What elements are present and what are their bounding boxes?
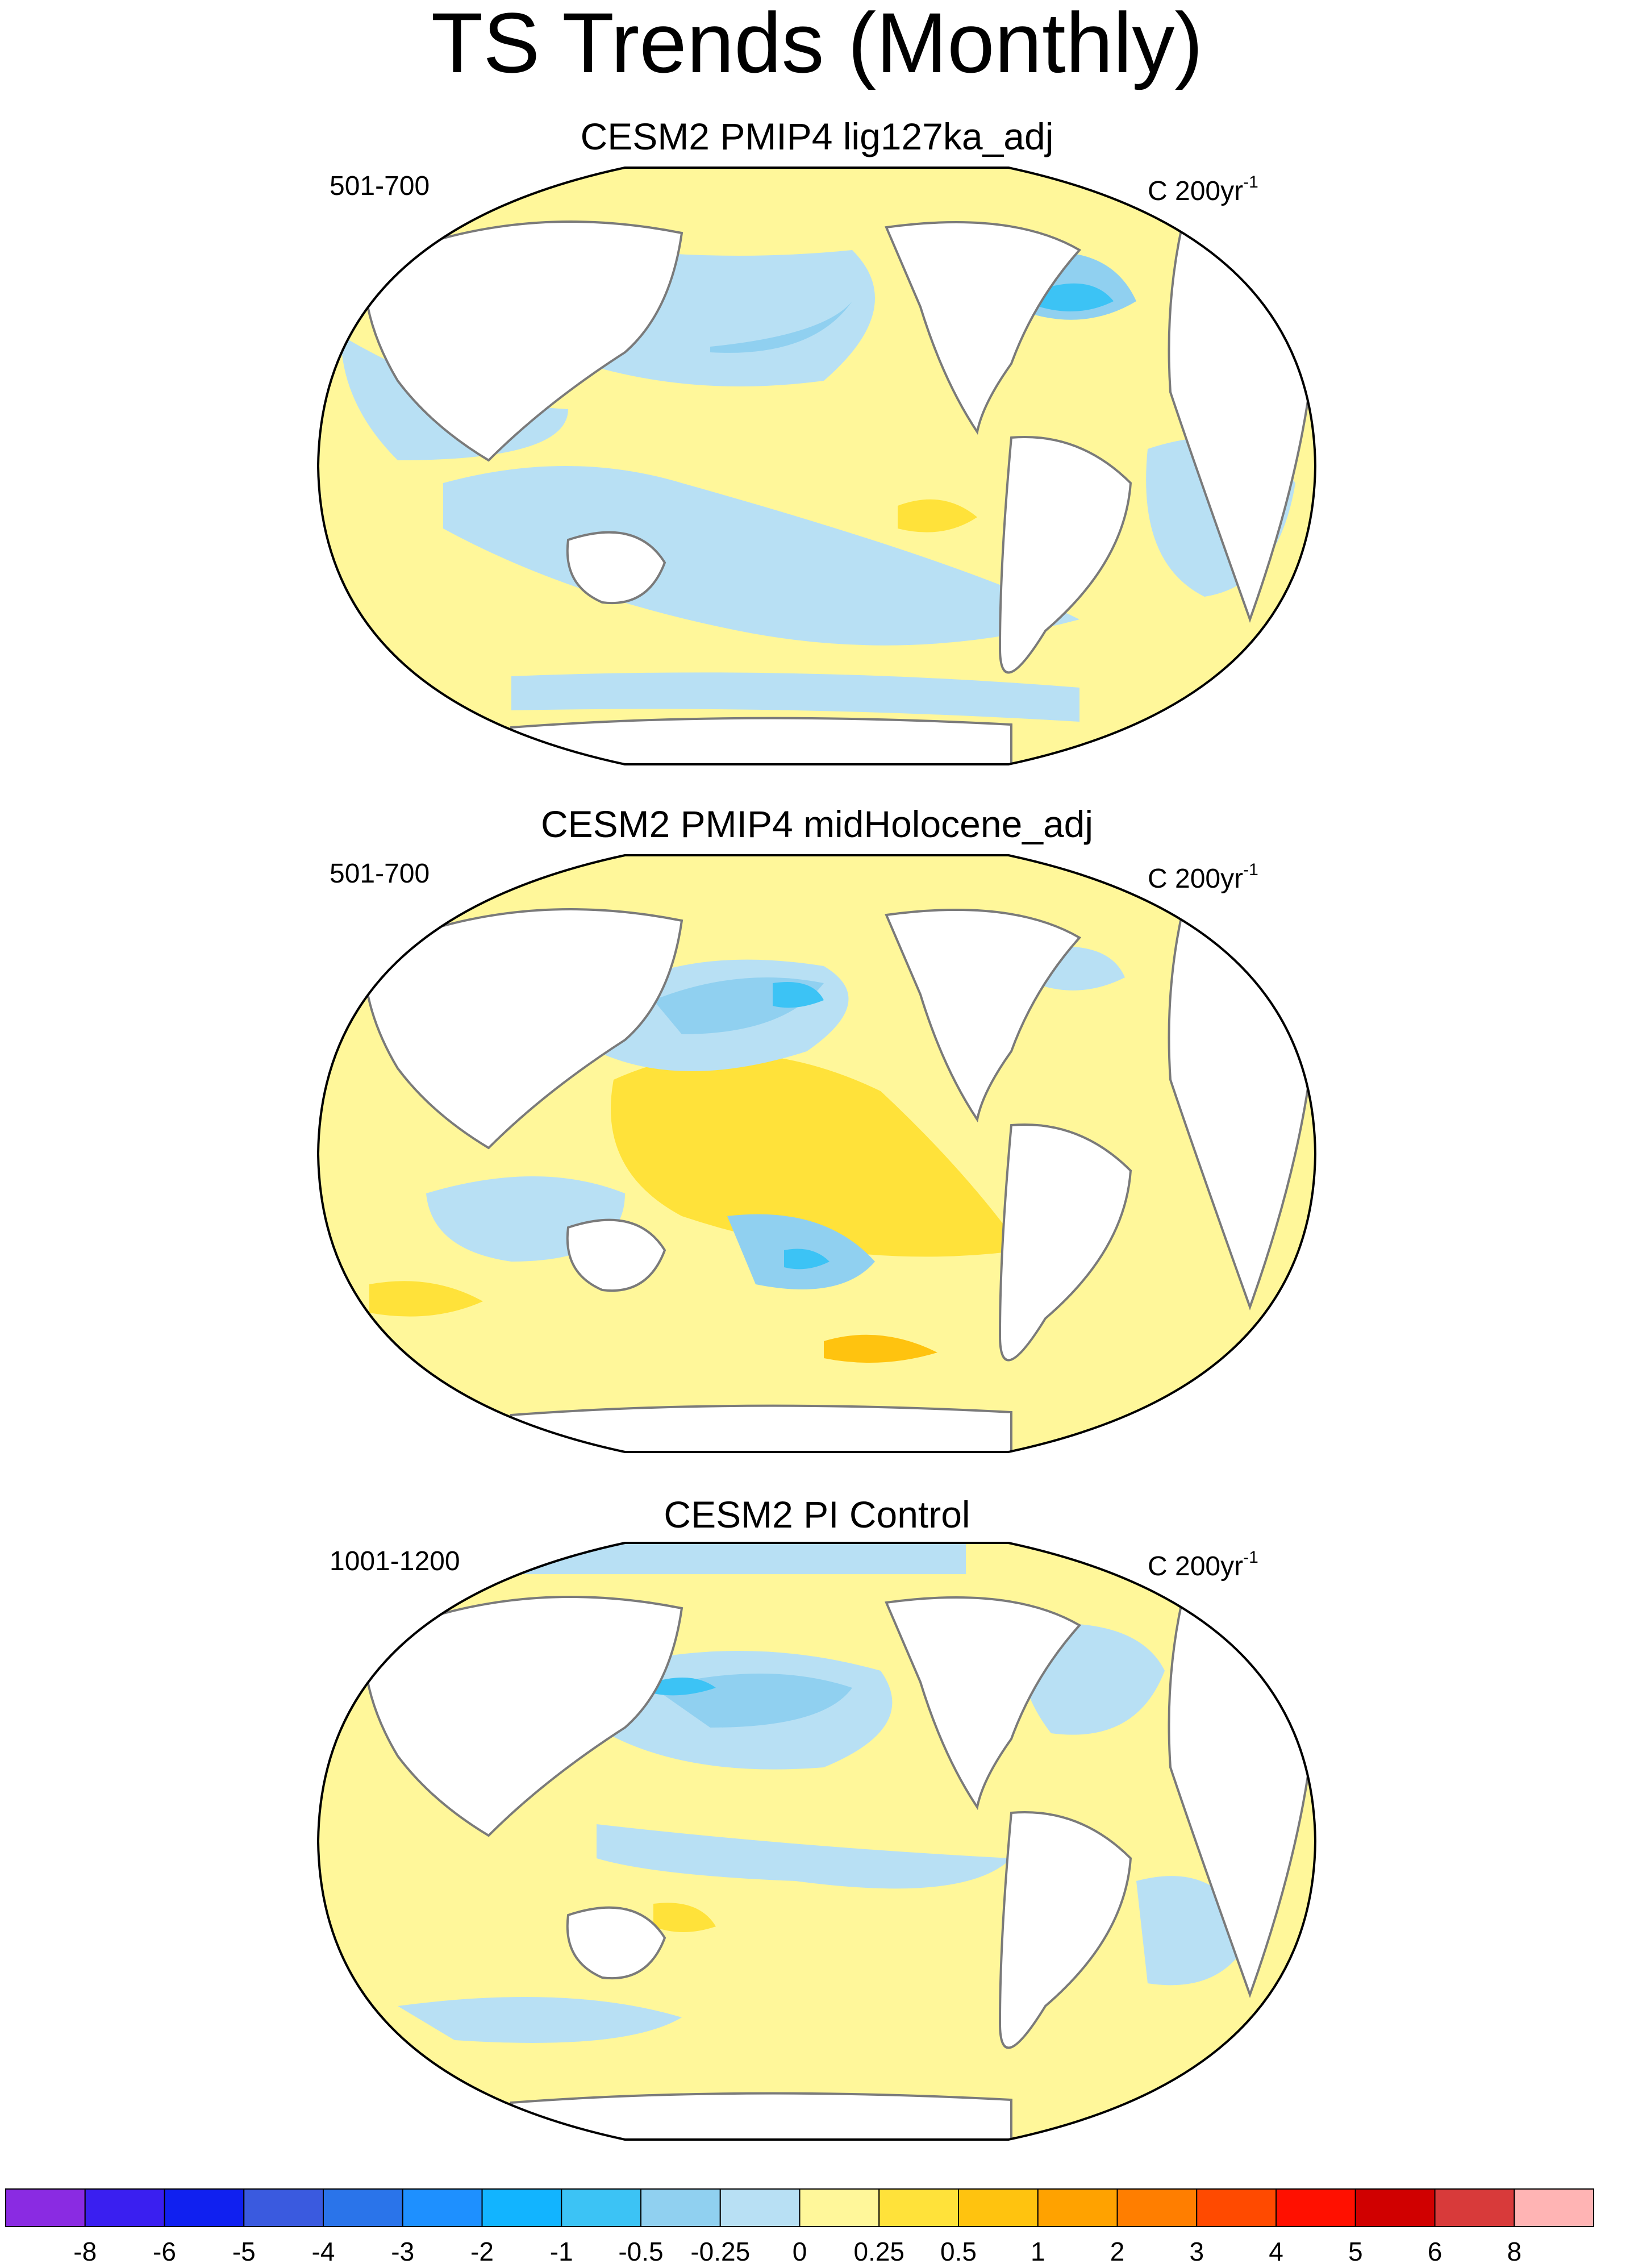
colorbar-tick-label: 0.5: [940, 2237, 977, 2266]
colorbar-box: [561, 2188, 641, 2227]
panel-2-units: C 200yr-1: [1148, 860, 1258, 894]
colorbar-tick-label: 2: [1110, 2237, 1125, 2266]
colorbar-box: [1116, 2188, 1198, 2227]
colorbar-tick-label: -8: [73, 2237, 97, 2266]
colorbar-box: [719, 2188, 801, 2227]
colorbar-box: [958, 2188, 1039, 2227]
colorbar-box: [1514, 2188, 1594, 2227]
colorbar-labels: -8 -6 -5 -4 -3 -2 -1 -0.5 -0.25 0 0.25 0.5 1 2 3 4 5 6 8: [73, 2237, 1522, 2266]
colorbar-tick-label: 3: [1189, 2237, 1204, 2266]
colorbar-tick-label: 6: [1428, 2237, 1443, 2266]
colorbar-tick-label: -4: [312, 2237, 335, 2266]
colorbar-box: [164, 2188, 245, 2227]
colorbar-box: [1354, 2188, 1436, 2227]
colorbar-tick-label: 0.25: [853, 2237, 904, 2266]
colorbar-box: [243, 2188, 324, 2227]
panel-2-period: 501-700: [330, 859, 430, 889]
colorbar-tick-label: -0.25: [690, 2237, 750, 2266]
panel-2-title: CESM2 PMIP4 midHolocene_adj: [540, 803, 1094, 845]
colorbar-box: [84, 2188, 165, 2227]
colorbar-box: [1196, 2188, 1277, 2227]
colorbar-tick-label: 4: [1269, 2237, 1283, 2266]
panel-3-period: 1001-1200: [330, 1546, 460, 1576]
colorbar-tick-label: -2: [470, 2237, 494, 2266]
colorbar-tick-label: 8: [1507, 2237, 1522, 2266]
panel-3-map-border: [316, 1542, 1317, 2141]
colorbar-box: [323, 2188, 403, 2227]
colorbar-tick-label: 0: [793, 2237, 807, 2266]
colorbar-tick-label: 5: [1348, 2237, 1363, 2266]
colorbar-boxes: [5, 2188, 1594, 2227]
colorbar-tick-label: -3: [391, 2237, 414, 2266]
colorbar-box: [5, 2188, 86, 2227]
colorbar-tick-label: -5: [232, 2237, 256, 2266]
panel-1-title: CESM2 PMIP4 lig127ka_adj: [580, 115, 1054, 157]
panel-3-units: C 200yr-1: [1148, 1548, 1258, 1582]
colorbar-box: [1275, 2188, 1356, 2227]
panel-2-map: [316, 854, 1317, 1453]
colorbar-box: [799, 2188, 880, 2227]
colorbar-box: [878, 2188, 959, 2227]
colorbar-box: [1434, 2188, 1515, 2227]
panel-1-map-border: [316, 167, 1317, 765]
colorbar-tick-label: 1: [1031, 2237, 1045, 2266]
main-title: TS Trends (Monthly): [431, 0, 1203, 90]
colorbar-box: [481, 2188, 562, 2227]
panel-1-period: 501-700: [330, 171, 430, 201]
colorbar-tick-label: -1: [550, 2237, 573, 2266]
colorbar-tick-label: -6: [153, 2237, 176, 2266]
panel-2-map-border: [316, 854, 1317, 1453]
colorbar-box: [640, 2188, 721, 2227]
colorbar-tick-label: -0.5: [618, 2237, 663, 2266]
panel-1-units: C 200yr-1: [1148, 173, 1258, 206]
colorbar-box: [1037, 2188, 1118, 2227]
colorbar-box: [402, 2188, 483, 2227]
panel-1-map: [316, 167, 1317, 765]
panel-3-title: CESM2 PI Control: [664, 1493, 970, 1535]
panel-3-map: [316, 1542, 1317, 2141]
colorbar: -8 -6 -5 -4 -3 -2 -1 -0.5 -0.25 0 0.25 0.5 1 2 3 4 5 6 8: [5, 2188, 1594, 2266]
